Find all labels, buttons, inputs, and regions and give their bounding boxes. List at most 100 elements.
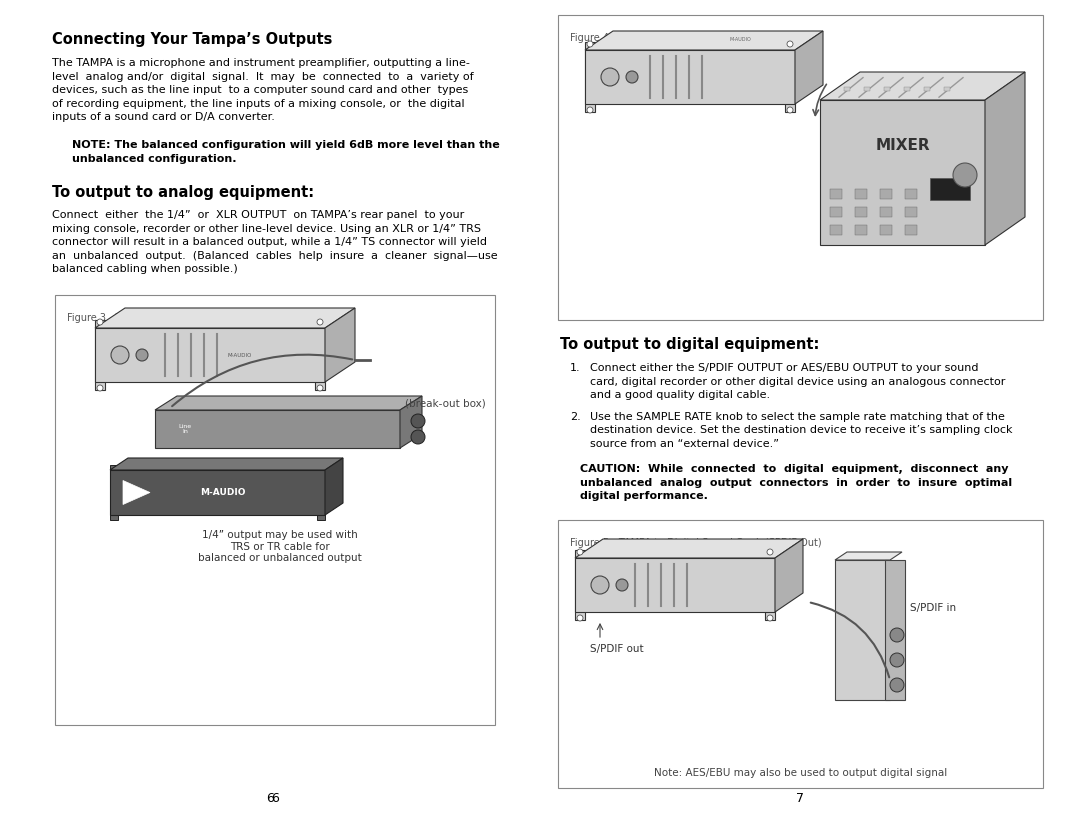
- Circle shape: [111, 346, 129, 364]
- Circle shape: [411, 414, 426, 428]
- Circle shape: [767, 549, 773, 555]
- Circle shape: [787, 41, 793, 47]
- Polygon shape: [325, 308, 355, 382]
- Polygon shape: [156, 410, 400, 448]
- Text: balanced cabling when possible.): balanced cabling when possible.): [52, 264, 238, 274]
- Circle shape: [890, 653, 904, 667]
- Text: inputs of a sound card or D/A converter.: inputs of a sound card or D/A converter.: [52, 112, 275, 122]
- Circle shape: [616, 579, 627, 591]
- Text: unbalanced  analog  output  connectors  in  order  to  insure  optimal: unbalanced analog output connectors in o…: [580, 478, 1012, 488]
- Polygon shape: [985, 72, 1025, 245]
- Polygon shape: [315, 320, 325, 390]
- Text: (break-out box): (break-out box): [405, 398, 486, 408]
- Text: To output to digital equipment:: To output to digital equipment:: [561, 337, 820, 352]
- Text: Figure 3 - TAMPA to Analog Sound Card  (1/4” Out): Figure 3 - TAMPA to Analog Sound Card (1…: [67, 313, 312, 323]
- Bar: [864, 87, 870, 91]
- Text: Connect  either  the 1/4”  or  XLR OUTPUT  on TAMPA’s rear panel  to your: Connect either the 1/4” or XLR OUTPUT on…: [52, 210, 464, 220]
- Bar: [880, 207, 892, 217]
- Circle shape: [626, 71, 638, 83]
- Polygon shape: [785, 42, 795, 112]
- Polygon shape: [765, 550, 775, 620]
- Polygon shape: [795, 31, 823, 104]
- Text: CAUTION:  While  connected  to  digital  equipment,  disconnect  any: CAUTION: While connected to digital equi…: [580, 464, 1009, 474]
- Polygon shape: [575, 558, 775, 612]
- Bar: [930, 178, 970, 200]
- Polygon shape: [110, 465, 118, 520]
- Polygon shape: [820, 100, 985, 245]
- Polygon shape: [820, 72, 1025, 100]
- Text: of recording equipment, the line inputs of a mixing console, or  the digital: of recording equipment, the line inputs …: [52, 98, 464, 108]
- Polygon shape: [318, 465, 325, 520]
- Bar: [905, 225, 917, 235]
- Polygon shape: [95, 328, 325, 382]
- Bar: [880, 225, 892, 235]
- Text: mixing console, recorder or other line-level device. Using an XLR or 1/4” TRS: mixing console, recorder or other line-l…: [52, 224, 481, 234]
- Circle shape: [767, 615, 773, 621]
- Polygon shape: [775, 539, 804, 612]
- Polygon shape: [585, 42, 595, 112]
- Text: M-AUDIO: M-AUDIO: [200, 488, 245, 497]
- Text: Figure 4 - TAMPA to Mixer Line Input  (XLR Out): Figure 4 - TAMPA to Mixer Line Input (XL…: [570, 33, 800, 43]
- Text: source from an “external device.”: source from an “external device.”: [590, 439, 779, 449]
- Circle shape: [318, 385, 323, 391]
- Circle shape: [318, 319, 323, 325]
- Polygon shape: [575, 550, 585, 620]
- Circle shape: [588, 41, 593, 47]
- Text: Figure 5 - TAMPA to Digital Sound Card  (SPDIF Out): Figure 5 - TAMPA to Digital Sound Card (…: [570, 538, 822, 548]
- Circle shape: [97, 319, 103, 325]
- Text: connector will result in a balanced output, while a 1/4” TS connector will yield: connector will result in a balanced outp…: [52, 237, 487, 247]
- Polygon shape: [123, 480, 150, 505]
- Circle shape: [591, 576, 609, 594]
- Text: card, digital recorder or other digital device using an analogous connector: card, digital recorder or other digital …: [590, 376, 1005, 386]
- Bar: [558, 520, 1043, 788]
- Text: M-AUDIO: M-AUDIO: [228, 353, 253, 358]
- Text: Connect either the S/PDIF OUTPUT or AES/EBU OUTPUT to your sound: Connect either the S/PDIF OUTPUT or AES/…: [590, 363, 978, 373]
- Polygon shape: [95, 308, 355, 328]
- Text: The TAMPA is a microphone and instrument preamplifier, outputting a line-: The TAMPA is a microphone and instrument…: [52, 58, 470, 68]
- Text: an  unbalanced  output.  (Balanced  cables  help  insure  a  cleaner  signal—use: an unbalanced output. (Balanced cables h…: [52, 250, 498, 260]
- Polygon shape: [110, 470, 325, 515]
- Text: Line
In: Line In: [178, 424, 191, 435]
- Polygon shape: [585, 31, 823, 50]
- Bar: [905, 207, 917, 217]
- Polygon shape: [95, 320, 105, 390]
- Circle shape: [97, 385, 103, 391]
- Polygon shape: [885, 560, 905, 700]
- Circle shape: [577, 549, 583, 555]
- Text: M-AUDIO: M-AUDIO: [729, 37, 751, 42]
- Polygon shape: [156, 396, 422, 410]
- Polygon shape: [325, 458, 343, 515]
- Polygon shape: [835, 560, 890, 700]
- Text: 6: 6: [266, 792, 274, 805]
- Circle shape: [577, 615, 583, 621]
- Bar: [944, 87, 950, 91]
- Polygon shape: [835, 552, 902, 560]
- Bar: [855, 189, 867, 199]
- Text: NOTE: The balanced configuration will yield 6dB more level than the: NOTE: The balanced configuration will yi…: [72, 140, 500, 150]
- Text: 7: 7: [796, 792, 804, 805]
- Bar: [855, 225, 867, 235]
- Bar: [843, 87, 850, 91]
- Bar: [885, 87, 890, 91]
- Polygon shape: [575, 539, 804, 558]
- Text: digital performance.: digital performance.: [580, 491, 707, 501]
- Text: MIXER: MIXER: [875, 138, 930, 153]
- Circle shape: [136, 349, 148, 361]
- Polygon shape: [110, 458, 343, 470]
- Circle shape: [890, 628, 904, 642]
- Circle shape: [588, 107, 593, 113]
- Text: and a good quality digital cable.: and a good quality digital cable.: [590, 390, 770, 400]
- Bar: [55, 295, 495, 725]
- Text: devices, such as the line input  to a computer sound card and other  types: devices, such as the line input to a com…: [52, 85, 469, 95]
- Bar: [880, 189, 892, 199]
- Circle shape: [953, 163, 977, 187]
- Text: level  analog and/or  digital  signal.  It  may  be  connected  to  a  variety o: level analog and/or digital signal. It m…: [52, 72, 474, 82]
- Circle shape: [787, 107, 793, 113]
- Text: S/PDIF out: S/PDIF out: [590, 644, 644, 654]
- Polygon shape: [585, 50, 795, 104]
- Bar: [558, 15, 1043, 320]
- Text: Use the SAMPLE RATE knob to select the sample rate matching that of the: Use the SAMPLE RATE knob to select the s…: [590, 411, 1004, 421]
- Text: 1.: 1.: [570, 363, 581, 373]
- Bar: [924, 87, 930, 91]
- Bar: [831, 207, 842, 217]
